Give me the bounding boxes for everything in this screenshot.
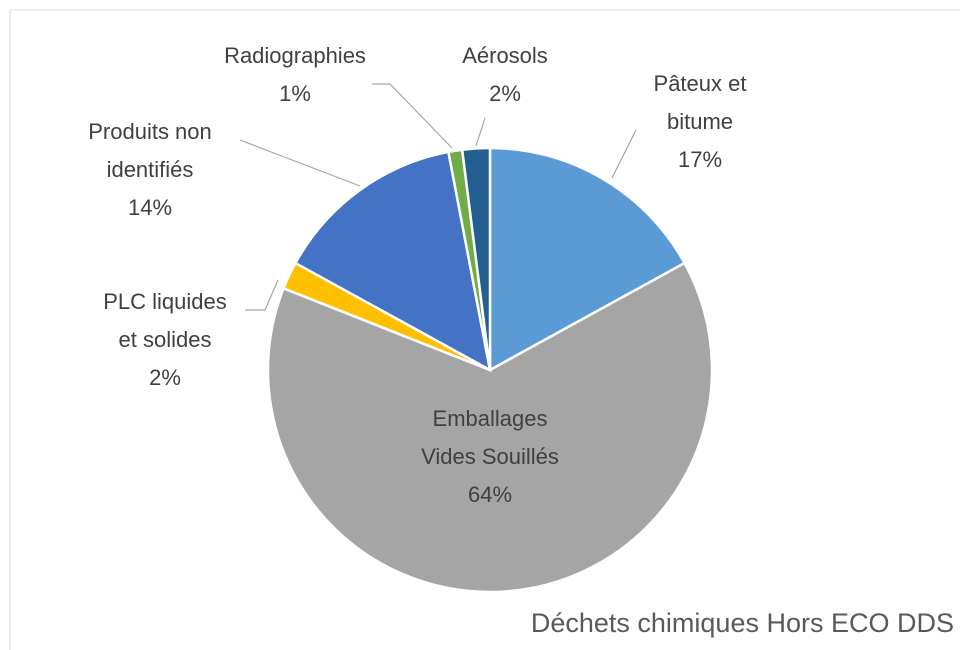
leader-lines bbox=[239, 83, 637, 311]
slice-value: 1% bbox=[279, 81, 311, 106]
leader-line bbox=[372, 83, 453, 149]
pie-slice bbox=[293, 150, 492, 373]
slice-value: 2% bbox=[489, 81, 521, 106]
slice-value: 64% bbox=[467, 482, 513, 507]
data-label: Radiographies 1% bbox=[195, 37, 395, 113]
slice-value: 17% bbox=[677, 147, 723, 172]
slice-value: 2% bbox=[149, 365, 181, 390]
slice-category: PLC liquides et solides bbox=[103, 289, 227, 352]
leader-line bbox=[245, 279, 279, 311]
data-label: Produits non identifiés 14% bbox=[63, 113, 238, 227]
slice-category: Radiographies bbox=[224, 43, 366, 68]
slice-category: Produits non identifiés bbox=[88, 119, 212, 182]
slice-value: 14% bbox=[127, 195, 173, 220]
chart-frame bbox=[9, 9, 960, 650]
data-label: Pâteux et bitume 17% bbox=[638, 65, 763, 179]
chart-title: Déchets chimiques Hors ECO DDS bbox=[530, 608, 954, 638]
pie-slice bbox=[488, 146, 687, 373]
data-label: Aérosols 2% bbox=[445, 37, 565, 113]
leader-line bbox=[611, 129, 637, 179]
data-label: PLC liquides et solides 2% bbox=[95, 283, 235, 397]
slice-category: Aérosols bbox=[462, 43, 548, 68]
slice-category: Pâteux et bitume bbox=[653, 71, 747, 134]
pie-slice bbox=[460, 146, 492, 371]
slice-category: Emballages Vides Souillés bbox=[421, 406, 559, 469]
data-label: Emballages Vides Souillés 64% bbox=[410, 400, 570, 514]
leader-line bbox=[239, 139, 361, 187]
pie-slice bbox=[266, 261, 714, 594]
leader-line bbox=[475, 117, 486, 147]
